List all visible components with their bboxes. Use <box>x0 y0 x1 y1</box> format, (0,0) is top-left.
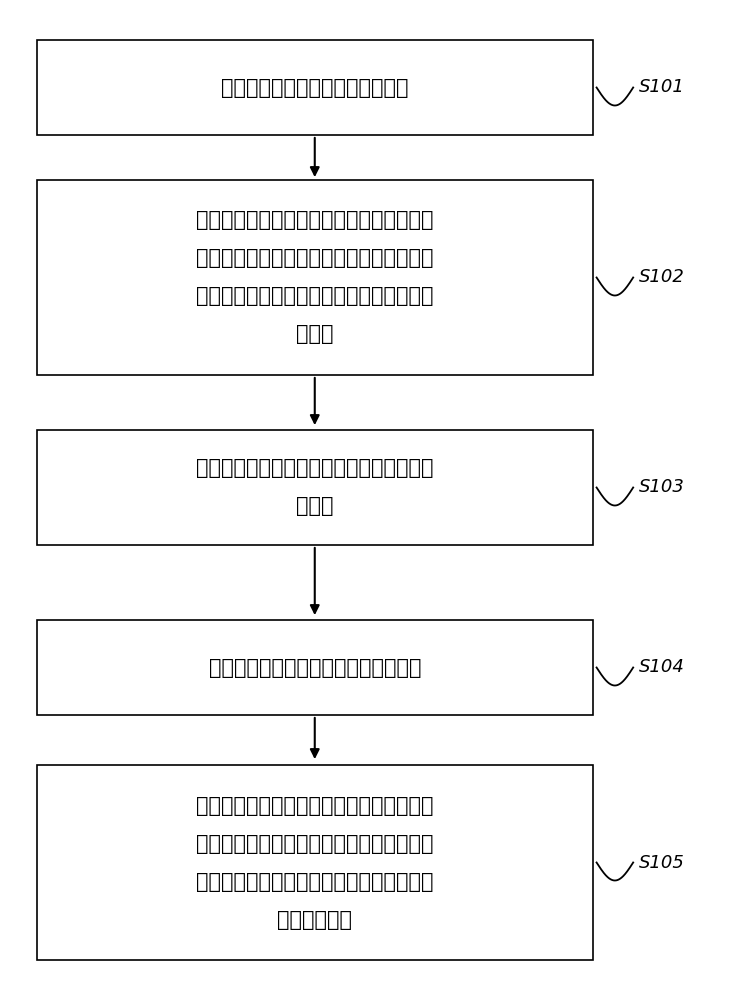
Text: 态调整: 态调整 <box>296 324 334 344</box>
Text: 根据所述体检数据信息，在预设医疗方案库: 根据所述体检数据信息，在预设医疗方案库 <box>196 210 433 230</box>
Text: 疗数据对高压氧眼部治疗仪进行初始工作状: 疗数据对高压氧眼部治疗仪进行初始工作状 <box>196 286 433 306</box>
Text: S101: S101 <box>639 79 685 97</box>
Text: 获取当前用户对应的体检数据信息: 获取当前用户对应的体检数据信息 <box>221 78 408 98</box>
Text: 中确定出初始治疗数据，并根据所述初始治: 中确定出初始治疗数据，并根据所述初始治 <box>196 248 433 268</box>
Bar <box>37 430 593 545</box>
Text: S102: S102 <box>639 268 685 286</box>
Text: 情况下，根据所述眼部参考数据值对应的治: 情况下，根据所述眼部参考数据值对应的治 <box>196 834 433 854</box>
Bar <box>37 765 593 960</box>
Text: S105: S105 <box>639 854 685 871</box>
Bar <box>37 180 593 375</box>
Text: 基于图像采集装置，实时获取当前用户的眼: 基于图像采集装置，实时获取当前用户的眼 <box>196 458 433 478</box>
Text: 疗数据，重新对所述高压氧眼部治疗仪进行: 疗数据，重新对所述高压氧眼部治疗仪进行 <box>196 871 433 892</box>
Bar <box>37 620 593 715</box>
Text: 确定所述眼部图像对应的眼部状态数值: 确定所述眼部图像对应的眼部状态数值 <box>209 658 421 678</box>
Text: S104: S104 <box>639 659 685 677</box>
Text: 工作状态调整: 工作状态调整 <box>277 910 352 930</box>
Text: S103: S103 <box>639 478 685 496</box>
Text: 在所述眼部状态数值满足眼部参考数据值的: 在所述眼部状态数值满足眼部参考数据值的 <box>196 796 433 816</box>
Text: 部图像: 部图像 <box>296 496 334 516</box>
Bar <box>37 40 593 135</box>
